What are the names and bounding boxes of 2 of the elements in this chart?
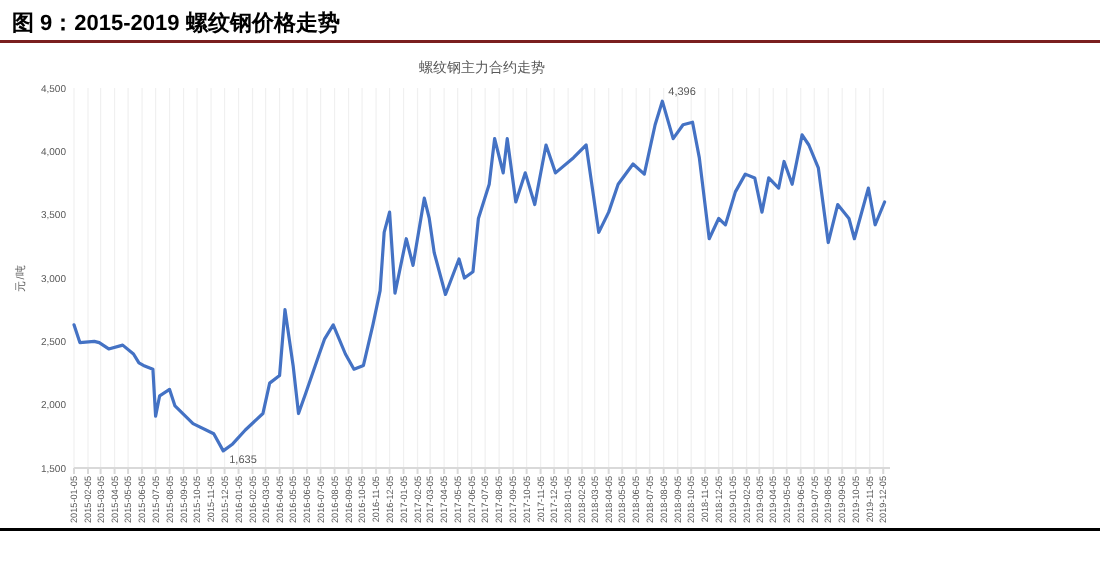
chart-title: 图 9：2015-2019 螺纹钢价格走势 — [12, 10, 340, 36]
line-series — [72, 99, 887, 453]
